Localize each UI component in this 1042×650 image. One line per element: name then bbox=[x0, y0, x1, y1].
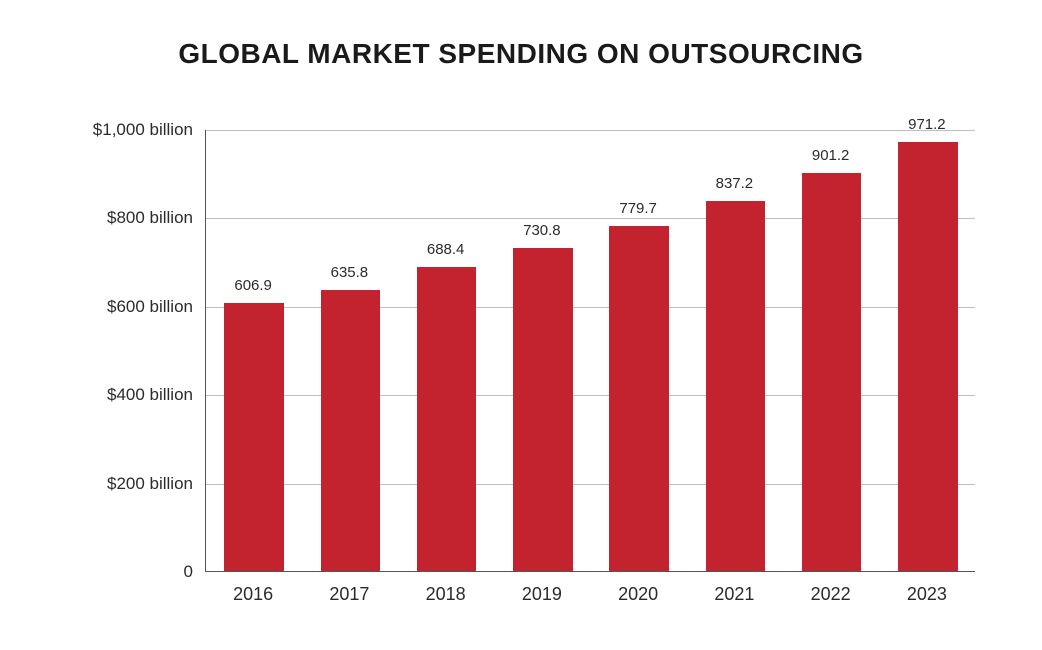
x-axis-tick-label: 2019 bbox=[522, 584, 562, 605]
y-axis-tick-label: $400 billion bbox=[13, 385, 193, 405]
x-axis-tick-label: 2017 bbox=[329, 584, 369, 605]
x-axis-tick-label: 2021 bbox=[714, 584, 754, 605]
y-axis-tick-label: $1,000 billion bbox=[13, 120, 193, 140]
bar-value-label: 779.7 bbox=[619, 200, 657, 217]
bar-chart: 0 $200 billion $400 billion $600 billion $80… bbox=[0, 0, 1042, 650]
bar-value-label: 606.9 bbox=[234, 277, 272, 294]
y-axis-tick-label: $200 billion bbox=[13, 474, 193, 494]
bar bbox=[224, 303, 284, 571]
x-axis-tick-label: 2020 bbox=[618, 584, 658, 605]
y-axis-tick-label: 0 bbox=[13, 562, 193, 582]
x-axis-tick-label: 2018 bbox=[426, 584, 466, 605]
bar-value-label: 688.4 bbox=[427, 241, 465, 258]
y-axis-tick-label: $600 billion bbox=[13, 297, 193, 317]
bar bbox=[706, 201, 766, 571]
page: GLOBAL MARKET SPENDING ON OUTSOURCING 0$… bbox=[0, 0, 1042, 650]
x-axis-tick-label: 2023 bbox=[907, 584, 947, 605]
bar bbox=[321, 290, 381, 571]
plot-area bbox=[205, 130, 975, 572]
bar-value-label: 901.2 bbox=[812, 147, 850, 164]
x-axis-tick-label: 2022 bbox=[811, 584, 851, 605]
bar bbox=[898, 142, 958, 571]
y-axis-tick-label: $800 billion bbox=[13, 208, 193, 228]
bar bbox=[417, 267, 477, 571]
bar-value-label: 635.8 bbox=[331, 264, 369, 281]
bar-value-label: 971.2 bbox=[908, 116, 946, 133]
bar-value-label: 730.8 bbox=[523, 222, 561, 239]
bar bbox=[513, 248, 573, 571]
gridline bbox=[206, 130, 975, 131]
bar-value-label: 837.2 bbox=[716, 175, 754, 192]
bar bbox=[802, 173, 862, 571]
bar bbox=[609, 226, 669, 571]
x-axis-tick-label: 2016 bbox=[233, 584, 273, 605]
